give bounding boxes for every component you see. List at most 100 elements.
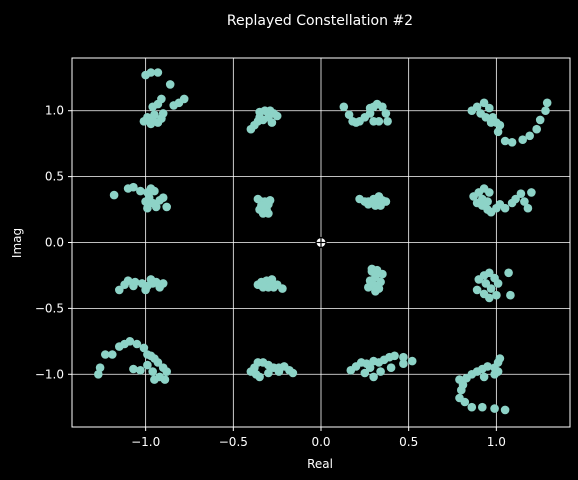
data-point [516, 189, 526, 198]
data-point [481, 279, 491, 288]
data-point [278, 284, 287, 293]
data-point [483, 197, 492, 206]
data-point [378, 269, 387, 279]
data-point [399, 359, 408, 369]
data-point [153, 68, 163, 77]
data-point [141, 285, 150, 295]
data-point [479, 372, 489, 382]
data-point [160, 375, 170, 384]
origin-crosshair-marker [315, 236, 327, 249]
data-point [265, 196, 275, 205]
data-point [151, 202, 161, 212]
data-point [115, 285, 124, 295]
data-point [344, 110, 354, 119]
data-point [101, 350, 110, 359]
data-point [369, 372, 378, 382]
data-point [457, 385, 466, 395]
data-point [162, 367, 171, 376]
x-tick-label: −1.0 [131, 435, 160, 449]
data-point [495, 120, 505, 130]
data-point [272, 111, 282, 121]
data-point [542, 98, 552, 108]
data-point [383, 117, 392, 126]
data-point [460, 397, 470, 407]
data-point [148, 367, 157, 376]
y-axis-ticks: −1.0 −0.5 0.0 0.5 1.0 [35, 104, 72, 381]
data-point [365, 103, 375, 113]
chart-title: Replayed Constellation #2 [227, 13, 413, 29]
data-point [267, 275, 277, 284]
data-point [364, 200, 373, 209]
scatter-points [94, 68, 552, 415]
data-point [407, 356, 417, 366]
data-point [95, 363, 105, 373]
data-point [150, 186, 159, 196]
y-axis-label: Imag [10, 228, 24, 258]
data-point [485, 188, 494, 197]
data-point [500, 136, 510, 146]
data-point [506, 290, 515, 300]
annotations [315, 236, 327, 249]
data-point [274, 367, 284, 376]
data-point [109, 190, 119, 200]
data-point [511, 194, 520, 204]
data-point [507, 138, 517, 147]
data-point [504, 268, 513, 278]
data-point [255, 113, 264, 122]
data-point [258, 283, 268, 292]
data-point [371, 287, 380, 296]
data-point [141, 197, 150, 206]
y-tick-label: −1.0 [35, 367, 64, 381]
data-point [478, 402, 487, 412]
data-point [267, 118, 277, 127]
data-point [390, 351, 399, 361]
data-point [490, 404, 499, 413]
data-point [146, 275, 156, 284]
data-point [94, 370, 103, 379]
data-point [500, 203, 510, 213]
data-point [136, 366, 145, 375]
y-tick-label: 0.5 [45, 170, 64, 184]
data-point [535, 115, 545, 125]
data-point [386, 363, 396, 373]
data-point [493, 367, 503, 376]
data-point [493, 127, 503, 137]
data-point [125, 337, 135, 346]
data-point [376, 367, 385, 376]
data-point [371, 201, 380, 210]
y-tick-label: −0.5 [35, 301, 64, 315]
data-point [339, 102, 349, 112]
data-point [143, 203, 152, 213]
data-point [179, 94, 189, 104]
data-point [495, 354, 505, 363]
data-point [467, 402, 477, 412]
data-point [485, 103, 494, 113]
x-axis-ticks: −1.0 −0.5 0.0 0.5 1.0 [131, 427, 506, 449]
data-point [532, 124, 541, 134]
y-tick-label: 1.0 [45, 104, 64, 118]
data-point [525, 131, 534, 141]
data-point [257, 201, 266, 210]
data-point [472, 102, 482, 112]
data-point [541, 106, 550, 115]
data-point [169, 101, 178, 110]
data-point [369, 117, 378, 126]
data-point [486, 284, 496, 293]
data-point [148, 115, 157, 125]
data-point [143, 360, 152, 370]
data-point [165, 80, 175, 89]
data-point [136, 186, 145, 196]
data-point [492, 290, 501, 300]
data-point [523, 203, 533, 213]
data-point [374, 192, 384, 201]
data-point [158, 193, 168, 202]
data-point [518, 135, 527, 144]
data-point [108, 350, 117, 359]
data-point [162, 202, 171, 212]
data-point [150, 375, 159, 384]
data-point [476, 109, 485, 118]
data-point [123, 276, 133, 286]
data-point [251, 370, 261, 379]
